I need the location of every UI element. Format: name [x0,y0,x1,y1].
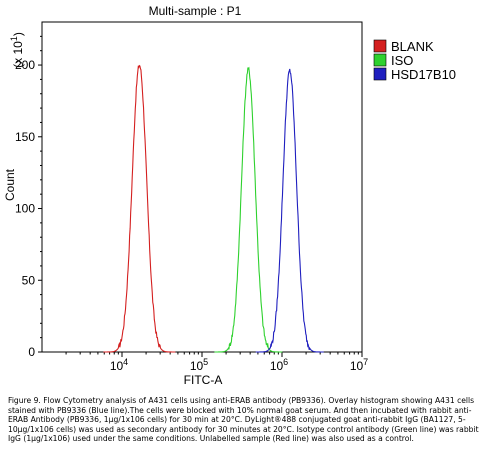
legend-swatch-iso [373,53,387,67]
y-tick-label: 100 [15,202,35,216]
x-tick-label: 104 [110,357,128,373]
x-tick-label: 105 [190,357,208,373]
x-tick-label: 107 [350,357,368,373]
y-axis-title: Count [3,168,17,201]
x-axis-ticks: 104 105 106 107 [65,352,368,373]
figure-caption: Figure 9. Flow Cytometry analysis of A43… [8,396,479,444]
series-line-hsd17b10 [255,68,324,353]
y-tick-label: 150 [15,130,35,144]
legend-label-hsd17b10: HSD17B10 [391,67,456,82]
x-axis-title: FITC-A [184,373,223,387]
y-axis-ticks: 0 50 100 150 200 [15,35,42,359]
legend-label-iso: ISO [391,53,413,68]
y-multiplier-text: (x 10 [11,41,25,68]
y-tick-label: 0 [28,345,35,359]
y-tick-label: 200 [15,58,35,72]
series-line-iso [214,66,283,353]
chart-title: Multi-sample : P1 [149,4,242,18]
x-tick-label: 106 [270,357,288,373]
legend-swatch-hsd17b10 [373,67,387,81]
svg-text:(x 101): (x 101) [9,32,25,68]
plot-frame [41,21,363,353]
series-layer [103,64,324,353]
legend-label-blank: BLANK [391,39,434,54]
y-tick-label: 50 [22,273,36,287]
y-multiplier-label: (x 101) [9,32,25,68]
legend-swatch-blank [373,39,387,53]
y-multiplier-exp: 1 [9,36,19,41]
series-line-blank [103,64,176,353]
